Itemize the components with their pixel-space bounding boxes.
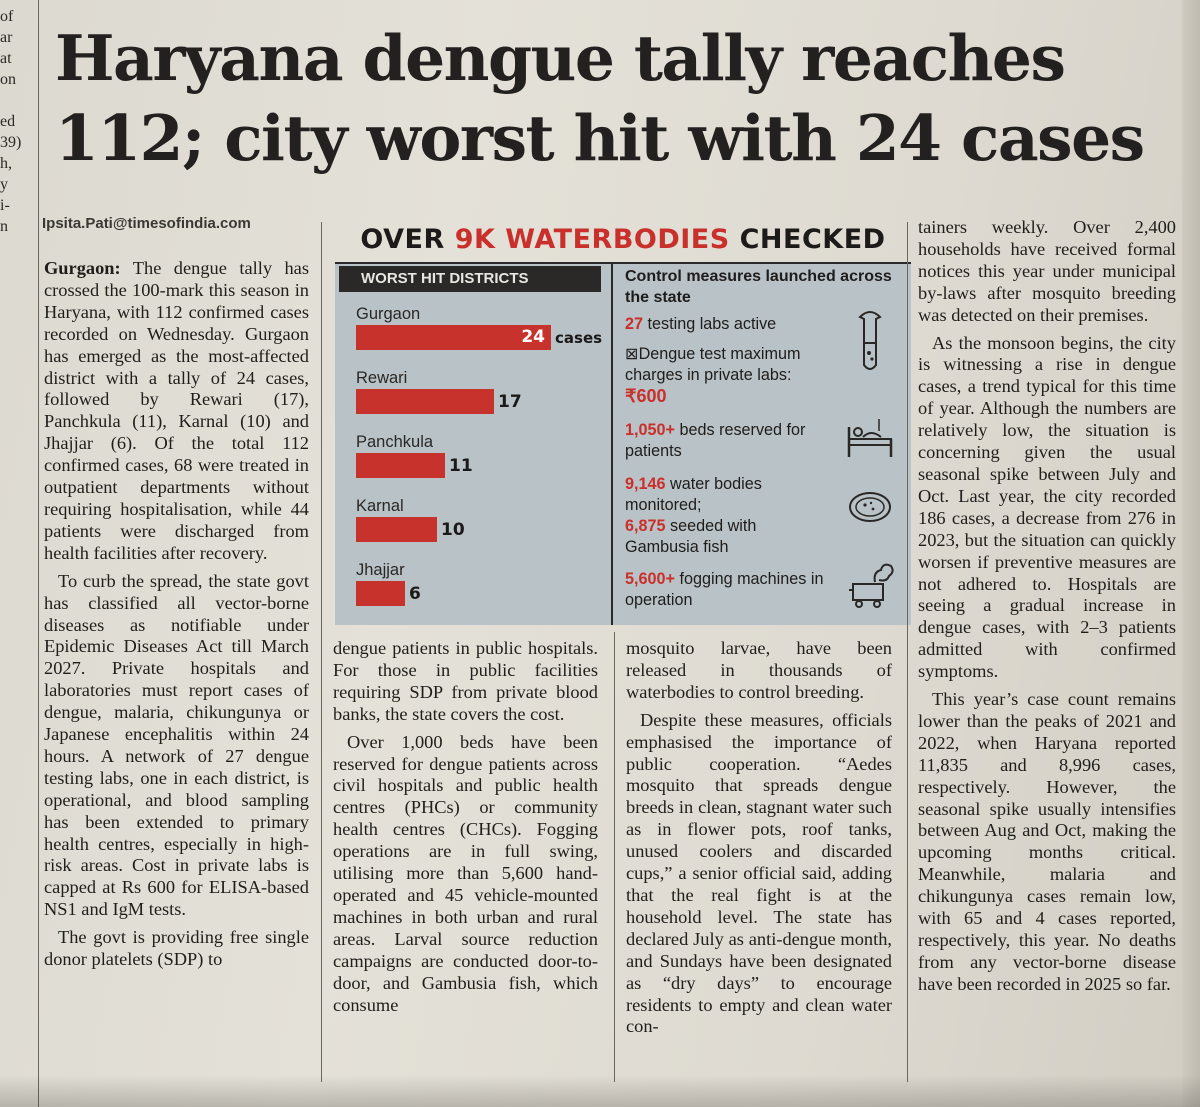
bar-value-label: 11 xyxy=(449,455,473,476)
petri-dish-icon xyxy=(845,482,895,532)
edge-fragment: 39) xyxy=(0,134,22,151)
paragraph: Despite these measures, officials emphas… xyxy=(626,709,892,1037)
paragraph: As the monsoon begins, the city is witne… xyxy=(918,332,1176,682)
edge-fragment: n xyxy=(0,218,8,235)
bar xyxy=(356,581,405,606)
cases-label: cases xyxy=(555,328,603,347)
charges-item: ⊠Dengue test maximum charges in private … xyxy=(625,345,801,406)
bar-label: Jhajjar xyxy=(356,561,405,579)
headline-line-2: 112; city worst hit with 24 cases xyxy=(55,101,1145,175)
article-column-4: tainers weekly. Over 2,400 households ha… xyxy=(918,217,1176,996)
bar-row-panchkula: Panchkula 11 xyxy=(356,432,473,478)
article-column-3: mosquito larvae, have been released in t… xyxy=(626,638,892,1038)
edge-fragment xyxy=(0,90,36,111)
edge-fragment: on xyxy=(0,71,16,88)
water-bodies-item: 9,146 water bodies monitored; 6,875 seed… xyxy=(625,475,762,556)
byline: Ipsita.Pati@timesofindia.com xyxy=(42,215,251,232)
edge-fragment: at xyxy=(0,50,12,67)
bar-chart: WORST HIT DISTRICTS Gurgaon 24 cases Rewari… xyxy=(335,264,611,625)
paragraph: mosquito larvae, have been released in t… xyxy=(626,638,892,702)
bar-row-gurgaon: Gurgaon 24 cases xyxy=(356,304,602,350)
edge-fragment: ar xyxy=(0,29,13,46)
bar-row-jhajjar: Jhajjar 6 xyxy=(356,560,421,606)
column-rule xyxy=(907,222,908,1082)
infographic-panel: WORST HIT DISTRICTS Gurgaon 24 cases Rewari… xyxy=(335,262,911,625)
infographic: OVER 9K WATERBODIES CHECKED WORST HIT DI… xyxy=(335,218,911,625)
adjacent-column-fragment: of ar at on ed 39) h, y i-n xyxy=(0,0,36,241)
test-tube-icon xyxy=(845,311,895,370)
chart-title: WORST HIT DISTRICTS xyxy=(339,266,601,292)
column-rule xyxy=(321,222,322,1082)
bar-row-karnal: Karnal 10 xyxy=(356,496,465,542)
bar-row-rewari: Rewari 17 xyxy=(356,368,522,414)
bar-line: 24 cases xyxy=(356,325,602,350)
headline: Haryana dengue tally reaches 112; city w… xyxy=(55,18,1155,178)
bar xyxy=(356,389,494,414)
article-column-2: dengue patients in public hospitals. For… xyxy=(333,638,598,1016)
bar-line: 10 xyxy=(356,517,465,542)
edge-fragment: y xyxy=(0,176,8,193)
bar-label: Gurgaon xyxy=(356,305,421,323)
edge-fragment: ed xyxy=(0,113,16,130)
infographic-title: OVER 9K WATERBODIES CHECKED xyxy=(360,224,886,255)
fogging-machine-icon xyxy=(845,560,895,610)
dateline: Gurgaon: xyxy=(44,258,121,278)
bar-line: 6 xyxy=(356,581,421,606)
page-shadow xyxy=(0,1075,1200,1107)
paragraph: Gurgaon: The dengue tally has crossed th… xyxy=(44,258,310,563)
beds-item: 1,050+ beds reserved for patients xyxy=(625,421,806,460)
paragraph: dengue patients in public hospitals. For… xyxy=(333,638,598,724)
edge-fragment: h, xyxy=(0,155,12,172)
bar-value-label: 17 xyxy=(498,391,522,412)
bar xyxy=(356,517,437,542)
paragraph: Over 1,000 beds have been reserved for d… xyxy=(333,731,598,1015)
article-column-1: Gurgaon: The dengue tally has crossed th… xyxy=(44,258,309,971)
column-rule xyxy=(38,0,39,1107)
control-heading: Control measures launched across the sta… xyxy=(625,268,892,306)
edge-fragment: i- xyxy=(0,197,10,214)
paragraph: The govt is providing free single donor … xyxy=(44,927,309,970)
labs-item: 27 testing labs active xyxy=(625,315,777,333)
hospital-bed-icon xyxy=(845,414,895,464)
bar-label: Panchkula xyxy=(356,433,434,451)
column-rule xyxy=(614,632,615,1082)
bar-label: Rewari xyxy=(356,369,408,387)
edge-fragment: of xyxy=(0,8,14,25)
bar-value-label: 24 xyxy=(521,327,545,347)
bar-line: 11 xyxy=(356,453,473,478)
control-measures: Control measures launched across the sta… xyxy=(625,264,907,625)
paragraph: This year’s case count remains lower tha… xyxy=(918,689,1176,994)
headline-line-1: Haryana dengue tally reaches xyxy=(55,21,1066,95)
page-edge xyxy=(1182,0,1200,1107)
bar-value-label: 6 xyxy=(409,583,421,604)
bar xyxy=(356,453,445,478)
panel-divider xyxy=(611,264,613,625)
bar-label: Karnal xyxy=(356,497,404,515)
bar-value-label: 10 xyxy=(441,519,465,540)
bar-line: 17 xyxy=(356,389,522,414)
paragraph: To curb the spread, the state govt has c… xyxy=(44,570,309,920)
bar: 24 xyxy=(356,325,551,350)
paragraph: tainers weekly. Over 2,400 households ha… xyxy=(918,217,1176,325)
fogging-item: 5,600+ fogging machines in operation xyxy=(625,570,824,609)
